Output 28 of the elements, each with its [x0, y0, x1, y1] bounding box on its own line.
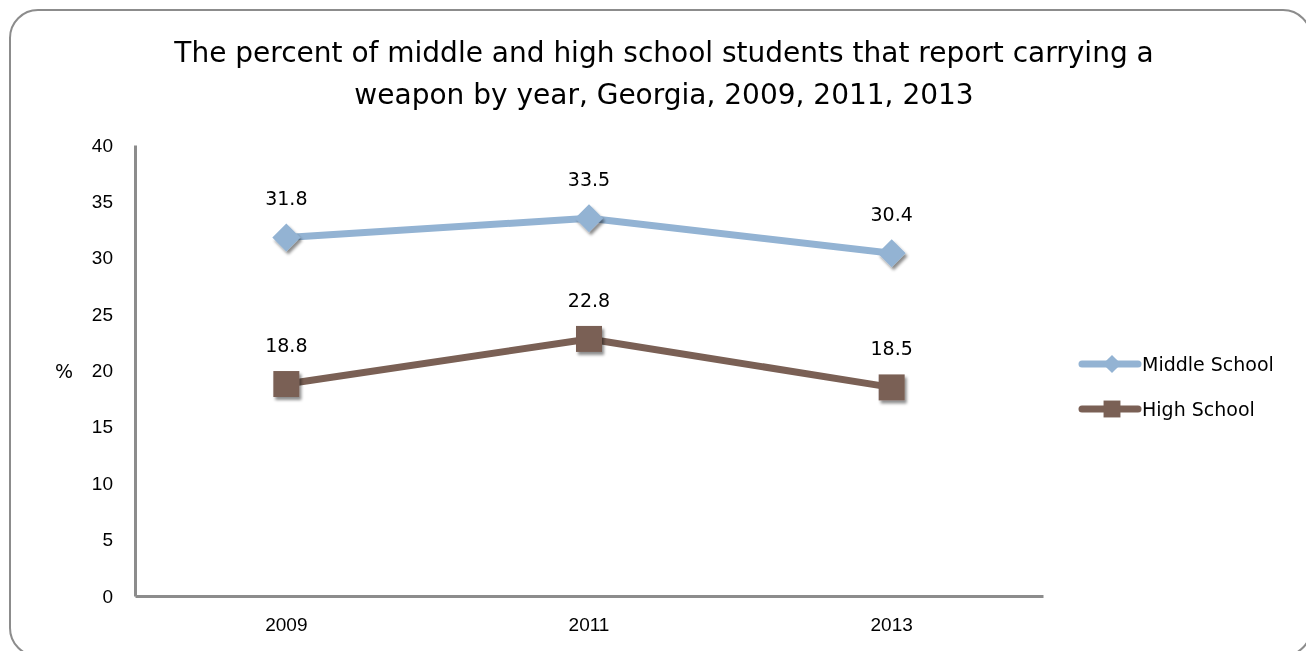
y-tick-label: 15: [91, 416, 113, 438]
legend-label: Middle School: [1142, 353, 1274, 375]
data-label: 18.5: [870, 337, 913, 360]
point: [273, 371, 300, 398]
y-tick-label: 25: [91, 303, 113, 325]
y-tick-label: 30: [91, 247, 113, 269]
x-tick-label: 2009: [265, 614, 308, 636]
y-tick-label: 35: [91, 190, 113, 212]
y-tick-label: 20: [91, 360, 113, 382]
data-label: 30.4: [870, 203, 913, 226]
point: [878, 374, 905, 401]
chart-title: The percent of middle and high school students that report carrying a weapon by year, Georgia, 2009, 2011, 2013: [173, 36, 1154, 111]
data-label: 33.5: [567, 168, 611, 191]
x-tick-label: 2011: [568, 614, 610, 636]
y-axis-title: %: [54, 359, 74, 382]
x-tick-label: 2013: [870, 614, 913, 636]
y-tick-label: 0: [102, 585, 113, 607]
data-label: 22.8: [567, 288, 611, 311]
point: [576, 325, 602, 352]
legend-label: High School: [1142, 398, 1255, 420]
point: [575, 204, 603, 233]
point: [877, 239, 906, 268]
y-tick-label: 40: [91, 134, 113, 156]
point: [272, 223, 301, 252]
data-label: 18.8: [265, 334, 308, 357]
y-tick-label: 10: [91, 472, 113, 494]
data-label: 31.8: [265, 187, 308, 210]
y-tick-label: 5: [102, 529, 113, 551]
